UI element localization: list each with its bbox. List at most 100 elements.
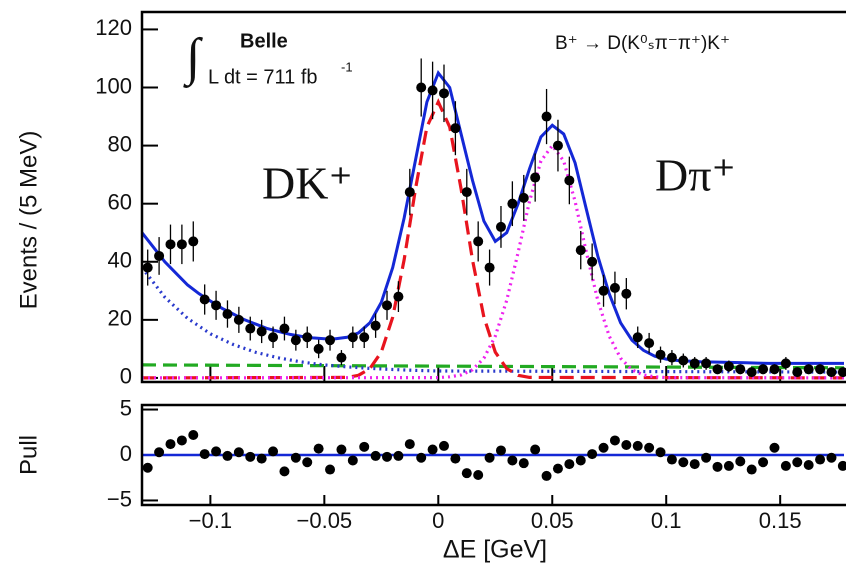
data-point [758, 364, 769, 375]
data-point [598, 442, 609, 453]
x-axis-label: ΔE [GeV] [443, 536, 547, 564]
fit-curve [141, 363, 845, 370]
x-tick-label: −0.05 [297, 508, 353, 533]
fit-curve [140, 70, 844, 365]
data-point [222, 450, 233, 461]
data-point [666, 454, 677, 465]
data-point [313, 443, 324, 454]
peaking-background-annotation: Dπ⁺ [655, 150, 736, 201]
data-point [575, 455, 586, 466]
data-point [689, 358, 700, 369]
data-point [176, 435, 187, 446]
plot-frame [140, 403, 846, 507]
data-point [325, 464, 336, 475]
data-point [518, 458, 529, 469]
data-point [598, 285, 609, 296]
data-point [541, 470, 552, 481]
data-point [507, 198, 518, 209]
data-point [689, 459, 700, 470]
data-point [530, 444, 541, 455]
pull-axis-label: Pull [15, 435, 42, 475]
data-point [154, 250, 165, 261]
y-tick-label: 40 [108, 248, 132, 273]
data-point [792, 367, 803, 378]
data-point [142, 262, 153, 273]
data-point [404, 187, 415, 198]
data-point [438, 440, 449, 451]
data-point [769, 364, 780, 375]
data-point [701, 358, 712, 369]
data-point [644, 338, 655, 349]
data-point [609, 282, 620, 293]
data-point [233, 314, 244, 325]
data-point [382, 300, 393, 311]
data-point [416, 452, 427, 463]
data-point [325, 335, 336, 346]
data-point [826, 367, 837, 378]
data-point [268, 332, 279, 343]
data-point [142, 462, 153, 473]
data-point [564, 459, 575, 470]
data-point [268, 446, 279, 457]
data-point [450, 453, 461, 464]
data-point [211, 300, 222, 311]
data-point [438, 88, 449, 99]
data-point [678, 355, 689, 366]
data-point [359, 332, 370, 343]
data-point [165, 239, 176, 250]
data-point [393, 291, 404, 302]
data-point [393, 450, 404, 461]
y-tick-label: 0 [120, 364, 132, 389]
data-point [404, 439, 415, 450]
process-label: B⁺ → D(K⁰ₛπ⁻π⁺)K⁺ [555, 33, 730, 54]
data-point [302, 332, 313, 343]
data-point [609, 435, 620, 446]
data-point [336, 444, 347, 455]
data-point [256, 453, 267, 464]
data-point [792, 457, 803, 468]
data-point [313, 343, 324, 354]
data-point [587, 449, 598, 460]
data-point [666, 352, 677, 363]
data-point [256, 326, 267, 337]
data-point [495, 445, 506, 456]
data-point [484, 452, 495, 463]
data-point [473, 470, 484, 480]
data-point [199, 294, 210, 305]
data-point [245, 323, 256, 334]
data-point [746, 367, 757, 378]
data-point [188, 430, 199, 440]
data-point [552, 140, 563, 151]
y-tick-label: −5 [107, 486, 132, 511]
data-point [382, 451, 393, 462]
data-point [552, 463, 563, 474]
data-point [621, 440, 632, 450]
data-point [176, 239, 187, 250]
data-point [427, 85, 438, 96]
data-point [199, 449, 210, 460]
fit-curve [141, 142, 845, 380]
y-tick-label: 120 [95, 15, 132, 40]
data-point [507, 455, 518, 466]
data-point [655, 447, 666, 458]
data-point [245, 451, 256, 462]
data-point [815, 364, 826, 375]
data-point [837, 460, 846, 471]
data-point [575, 245, 586, 256]
data-point [780, 358, 791, 369]
data-point [347, 332, 358, 343]
data-point [347, 455, 358, 466]
data-point [279, 323, 290, 334]
data-point [678, 457, 689, 468]
data-point [484, 262, 495, 273]
data-point [712, 461, 723, 472]
y-tick-label: 60 [108, 189, 132, 214]
data-point [461, 468, 472, 479]
experiment-label: Belle [240, 30, 288, 52]
data-point [826, 452, 837, 463]
data-point [359, 441, 370, 452]
data-point [815, 454, 826, 465]
data-point [336, 352, 347, 363]
data-point [769, 442, 780, 453]
data-point [279, 466, 290, 477]
